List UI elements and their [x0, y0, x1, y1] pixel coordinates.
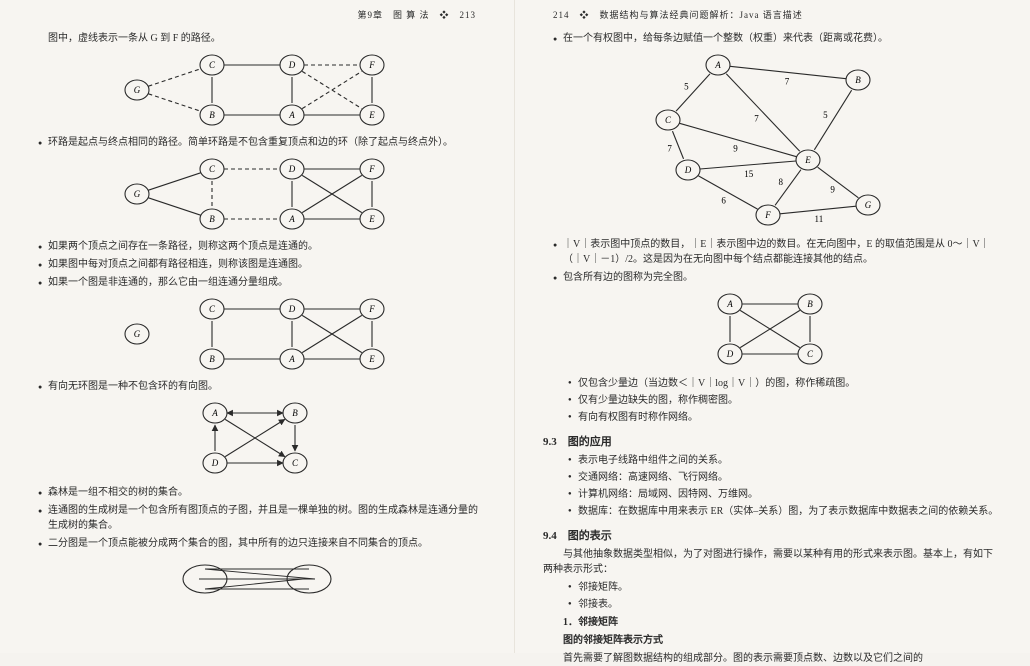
- bullet-sparse: 仅包含少量边（当边数＜｜V｜log｜V｜）的图，称作稀疏图。: [568, 376, 1002, 391]
- weighted-graph-container: 7 5 7 5 9 7 15 6 8 9 11 A B C D E F G: [543, 50, 1002, 233]
- app-transport: 交通网络：高速网络、飞行网络。: [568, 470, 1002, 485]
- svg-text:A: A: [288, 214, 295, 224]
- svg-text:A: A: [288, 354, 295, 364]
- svg-text:A: A: [714, 60, 721, 70]
- heading-adj-matrix-2: 图的邻接矩阵表示方式: [543, 633, 1002, 648]
- svg-text:9: 9: [733, 144, 738, 154]
- svg-text:F: F: [368, 304, 375, 314]
- section-9-4: 9.4 图的表示: [543, 527, 1002, 543]
- app-database: 数据库：在数据库中用来表示 ER（实体–关系）图，为了表示数据库中数据表之间的依…: [568, 504, 1002, 519]
- bullet-ve-notation: ｜V｜表示图中顶点的数目，｜E｜表示图中边的数目。在无向图中，E 的取值范围是从…: [553, 237, 1002, 267]
- svg-text:G: G: [864, 200, 871, 210]
- bullet-dag: 有向无环图是一种不包含环的有向图。: [38, 379, 486, 394]
- left-page-header: 第9章 图 算 法 ❖ 213: [28, 8, 486, 21]
- svg-text:G: G: [134, 85, 141, 95]
- graph2-container: G C B D A F E: [28, 154, 486, 235]
- svg-text:B: B: [209, 214, 215, 224]
- svg-text:A: A: [211, 408, 218, 418]
- svg-text:F: F: [764, 210, 771, 220]
- svg-text:E: E: [368, 214, 375, 224]
- left-page: 第9章 图 算 法 ❖ 213 图中，虚线表示一条从 G 到 F 的路径。 G C…: [0, 0, 515, 653]
- svg-text:C: C: [807, 349, 814, 359]
- svg-text:A: A: [288, 110, 295, 120]
- svg-text:B: B: [209, 110, 215, 120]
- svg-text:8: 8: [778, 177, 783, 187]
- bullet-cycle: 环路是起点与终点相同的路径。简单环路是不包含重复顶点和边的环（除了起点与终点外）…: [38, 135, 486, 150]
- svg-text:D: D: [288, 60, 296, 70]
- para-9-4-intro: 与其他抽象数据类型相似，为了对图进行操作，需要以某种有用的形式来表示图。基本上，…: [543, 547, 1002, 577]
- section-9-3: 9.3 图的应用: [543, 433, 1002, 449]
- svg-text:C: C: [209, 304, 216, 314]
- right-page: 214 ❖ 数据结构与算法经典问题解析：Java 语言描述 在一个有权图中，给每…: [515, 0, 1030, 653]
- svg-text:G: G: [134, 189, 141, 199]
- bullet-dense: 仅有少量边缺失的图，称作稠密图。: [568, 393, 1002, 408]
- svg-text:7: 7: [784, 76, 789, 86]
- svg-text:11: 11: [814, 214, 823, 224]
- svg-text:C: C: [664, 115, 671, 125]
- graph1-container: G C B D A F E: [28, 50, 486, 131]
- app-computer-net: 计算机网络：局域网、因特网、万维网。: [568, 487, 1002, 502]
- right-page-header: 214 ❖ 数据结构与算法经典问题解析：Java 语言描述: [543, 8, 1002, 21]
- svg-text:9: 9: [830, 185, 835, 195]
- svg-text:B: B: [855, 75, 861, 85]
- graph4-container: A B D C: [28, 398, 486, 481]
- svg-text:F: F: [368, 164, 375, 174]
- svg-text:7: 7: [667, 143, 672, 153]
- svg-text:E: E: [368, 110, 375, 120]
- svg-text:D: D: [210, 458, 218, 468]
- svg-text:B: B: [209, 354, 215, 364]
- svg-text:7: 7: [754, 114, 759, 124]
- bullet-complete-graph: 包含所有边的图称为完全图。: [553, 270, 1002, 285]
- svg-text:E: E: [804, 155, 811, 165]
- rep-adj-list: 邻接表。: [568, 597, 1002, 612]
- svg-text:D: D: [288, 164, 296, 174]
- bullet-connected-vertices: 如果两个顶点之间存在一条路径，则称这两个顶点是连通的。: [38, 239, 486, 254]
- svg-text:D: D: [683, 165, 691, 175]
- complete-graph-container: A B D C: [543, 289, 1002, 372]
- svg-text:F: F: [368, 60, 375, 70]
- bullet-network: 有向有权图有时称作网络。: [568, 410, 1002, 425]
- app-circuits: 表示电子线路中组件之间的关系。: [568, 453, 1002, 468]
- bullet-components: 如果一个图是非连通的，那么它由一组连通分量组成。: [38, 275, 486, 290]
- bullet-bipartite: 二分图是一个顶点能被分成两个集合的图，其中所有的边只连接来自不同集合的顶点。: [38, 536, 486, 551]
- svg-text:6: 6: [721, 195, 726, 205]
- svg-text:C: C: [209, 164, 216, 174]
- heading-adj-matrix-1: 1．邻接矩阵: [543, 615, 1002, 630]
- svg-text:A: A: [726, 299, 733, 309]
- graph3-container: G C B D A F E: [28, 294, 486, 375]
- svg-text:5: 5: [684, 81, 689, 91]
- svg-text:C: C: [291, 458, 298, 468]
- svg-text:15: 15: [744, 169, 754, 179]
- svg-text:E: E: [368, 354, 375, 364]
- bullet-connected-graph: 如果图中每对顶点之间都有路径相连，则称该图是连通图。: [38, 257, 486, 272]
- rep-adj-matrix: 邻接矩阵。: [568, 580, 1002, 595]
- para-path-description: 图中，虚线表示一条从 G 到 F 的路径。: [28, 31, 486, 46]
- svg-text:D: D: [288, 304, 296, 314]
- svg-text:B: B: [292, 408, 298, 418]
- svg-text:D: D: [726, 349, 734, 359]
- svg-text:B: B: [807, 299, 813, 309]
- para-9-4-body: 首先需要了解图数据结构的组成部分。图的表示需要顶点数、边数以及它们之间的: [543, 651, 1002, 666]
- bullet-forest: 森林是一组不相交的树的集合。: [38, 485, 486, 500]
- bullet-weighted-graph: 在一个有权图中，给每条边赋值一个整数（权重）来代表（距离或花费）。: [553, 31, 1002, 46]
- svg-text:5: 5: [823, 110, 828, 120]
- bullet-spanning-tree: 连通图的生成树是一个包含所有图顶点的子图，并且是一棵单独的树。图的生成森林是连通…: [38, 503, 486, 533]
- svg-text:G: G: [134, 329, 141, 339]
- bipartite-container: [28, 555, 486, 606]
- svg-text:C: C: [209, 60, 216, 70]
